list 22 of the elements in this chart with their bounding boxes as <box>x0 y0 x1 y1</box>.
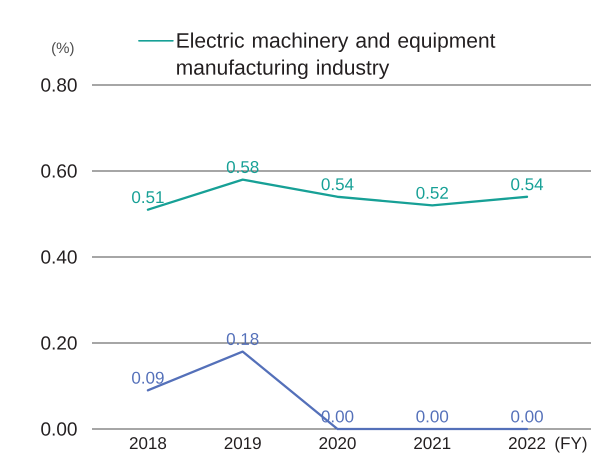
data-label: 0.18 <box>226 333 259 346</box>
x-tick-label: 2022 <box>508 437 546 450</box>
y-tick-label: 0.20 <box>41 336 77 350</box>
y-axis-title: (%) <box>52 42 74 56</box>
y-tick-label: 0.60 <box>41 164 77 178</box>
y-tick-label: 0.00 <box>41 422 77 436</box>
x-tick-label: 2021 <box>414 437 450 450</box>
data-label: 0.58 <box>226 161 259 174</box>
data-label: 0.54 <box>322 178 354 190</box>
legend-label: Electric machinery and equipment manufacturing industry <box>177 32 496 80</box>
x-tick-label: 2020 <box>319 437 356 450</box>
data-label: 0.54 <box>511 178 544 190</box>
x-axis-title: (FY) <box>555 436 586 453</box>
y-tick-label: 0.80 <box>41 78 77 92</box>
data-label: 0.00 <box>416 410 448 422</box>
data-label: 0.09 <box>132 372 164 384</box>
x-tick-label: 2019 <box>224 437 261 450</box>
y-tick-label: 0.40 <box>41 250 77 264</box>
data-label: 0.52 <box>416 186 448 199</box>
data-label: 0.51 <box>132 191 164 204</box>
x-tick-label: 2018 <box>130 437 166 450</box>
data-label: 0.00 <box>511 410 543 422</box>
